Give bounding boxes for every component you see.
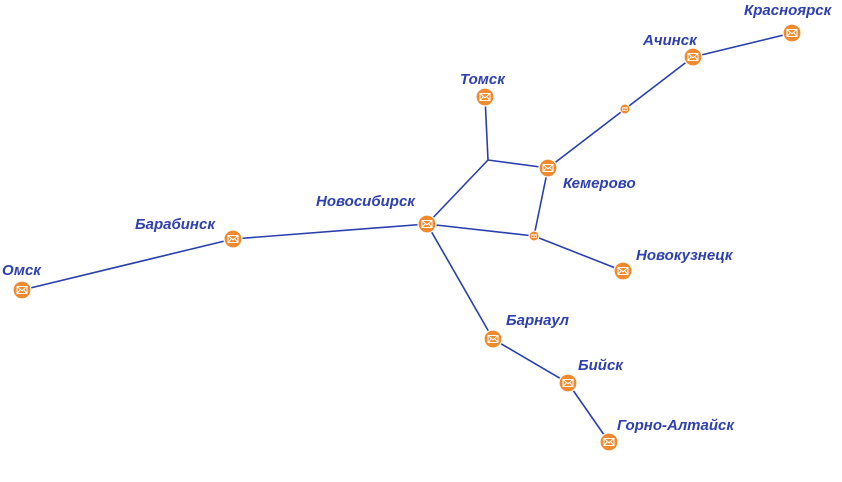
envelope-icon bbox=[542, 164, 554, 172]
route-line-omsk-barabinsk bbox=[21, 238, 234, 291]
route-line-novosibirsk-barnaul bbox=[426, 223, 494, 340]
junction-marker bbox=[528, 230, 540, 242]
city-node-kemerovo[interactable] bbox=[538, 158, 558, 178]
city-node-barabinsk[interactable] bbox=[223, 229, 243, 249]
city-labels: Омск Барабинск Новосибирск Томск Кемерово Ачи… bbox=[2, 2, 833, 434]
city-node-omsk[interactable] bbox=[12, 280, 32, 300]
envelope-icon bbox=[617, 267, 629, 275]
route-line-achinsk-krasnoyarsk bbox=[692, 32, 793, 58]
city-markers bbox=[12, 23, 802, 452]
city-label-gorno_altaysk: Горно-Алтайск bbox=[617, 417, 735, 434]
envelope-icon bbox=[487, 335, 499, 343]
route-line-j_tomsk-tomsk bbox=[484, 96, 489, 161]
route-line-biysk-gorno_altaysk bbox=[567, 382, 610, 443]
city-label-barabinsk: Барабинск bbox=[135, 216, 216, 233]
junction-marker bbox=[619, 103, 631, 115]
city-node-tomsk[interactable] bbox=[475, 87, 495, 107]
envelope-icon bbox=[16, 286, 28, 294]
route-line-j_novokuznetsk-novokuznetsk bbox=[533, 235, 624, 272]
envelope-icon bbox=[421, 220, 433, 228]
envelope-icon bbox=[562, 379, 574, 387]
city-node-achinsk[interactable] bbox=[683, 47, 703, 67]
envelope-icon bbox=[603, 438, 615, 446]
city-label-krasnoyarsk: Красноярск bbox=[744, 2, 833, 19]
route-line-barabinsk-novosibirsk bbox=[232, 223, 428, 240]
city-label-barnaul: Барнаул bbox=[506, 312, 570, 329]
route-line-kemerovo-j_achinsk_kemerovo bbox=[547, 108, 626, 169]
city-node-biysk[interactable] bbox=[558, 373, 578, 393]
city-label-kemerovo: Кемерово bbox=[563, 175, 636, 192]
city-node-novokuznetsk[interactable] bbox=[613, 261, 633, 281]
envelope-icon bbox=[479, 93, 491, 101]
city-node-krasnoyarsk[interactable] bbox=[782, 23, 802, 43]
city-label-novokuznetsk: Новокузнецк bbox=[636, 247, 734, 264]
route-line-kemerovo-j_novokuznetsk bbox=[533, 167, 549, 237]
city-label-tomsk: Томск bbox=[460, 71, 506, 88]
envelope-icon bbox=[227, 235, 239, 243]
route-line-j_achinsk_kemerovo-achinsk bbox=[624, 56, 694, 110]
city-label-omsk: Омск bbox=[2, 262, 42, 279]
route-line-j_tomsk-kemerovo bbox=[487, 159, 549, 169]
junction-points bbox=[528, 103, 631, 242]
city-node-gorno_altaysk[interactable] bbox=[599, 432, 619, 452]
city-label-achinsk: Ачинск bbox=[642, 32, 698, 49]
route-lines bbox=[21, 32, 793, 443]
route-line-barnaul-biysk bbox=[492, 338, 569, 384]
city-node-novosibirsk[interactable] bbox=[417, 214, 437, 234]
route-line-novosibirsk-j_novokuznetsk bbox=[426, 223, 535, 237]
envelope-icon bbox=[786, 29, 798, 37]
city-label-novosibirsk: Новосибирск bbox=[316, 193, 416, 210]
envelope-icon bbox=[687, 53, 699, 61]
city-label-biysk: Бийск bbox=[578, 357, 624, 374]
route-line-novosibirsk-j_tomsk bbox=[426, 159, 489, 225]
city-node-barnaul[interactable] bbox=[483, 329, 503, 349]
